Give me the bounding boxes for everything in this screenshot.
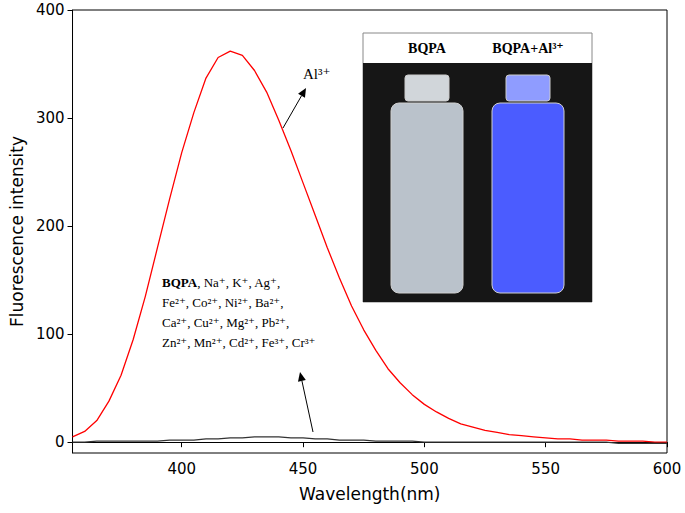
svg-text:Ca²⁺, Cu²⁺, Mg²⁺, Pb²⁺,: Ca²⁺, Cu²⁺, Mg²⁺, Pb²⁺, xyxy=(162,315,289,330)
svg-text:0: 0 xyxy=(55,433,65,451)
svg-text:Zn²⁺, Mn²⁺, Cd²⁺, Fe³⁺, Cr³⁺: Zn²⁺, Mn²⁺, Cd²⁺, Fe³⁺, Cr³⁺ xyxy=(162,335,315,350)
svg-text:Wavelength(nm): Wavelength(nm) xyxy=(299,484,440,504)
svg-text:BQPA: BQPA xyxy=(162,275,198,290)
svg-text:300: 300 xyxy=(36,109,65,127)
svg-text:400: 400 xyxy=(36,1,65,19)
svg-text:BQPA: BQPA xyxy=(408,41,447,56)
svg-text:, Na⁺, K⁺, Ag⁺,: , Na⁺, K⁺, Ag⁺, xyxy=(197,275,280,290)
svg-text:200: 200 xyxy=(36,217,65,235)
svg-text:450: 450 xyxy=(289,460,318,478)
svg-text:550: 550 xyxy=(531,460,560,478)
svg-text:BQPA+Al³⁺: BQPA+Al³⁺ xyxy=(492,41,563,56)
svg-text:400: 400 xyxy=(167,460,196,478)
svg-text:500: 500 xyxy=(410,460,439,478)
svg-text:Al³⁺: Al³⁺ xyxy=(303,66,330,82)
svg-text:Fluorescence intensity: Fluorescence intensity xyxy=(7,136,27,327)
svg-text:Fe²⁺, Co²⁺, Ni²⁺, Ba²⁺,: Fe²⁺, Co²⁺, Ni²⁺, Ba²⁺, xyxy=(162,295,283,310)
svg-text:600: 600 xyxy=(653,460,682,478)
svg-text:100: 100 xyxy=(36,325,65,343)
